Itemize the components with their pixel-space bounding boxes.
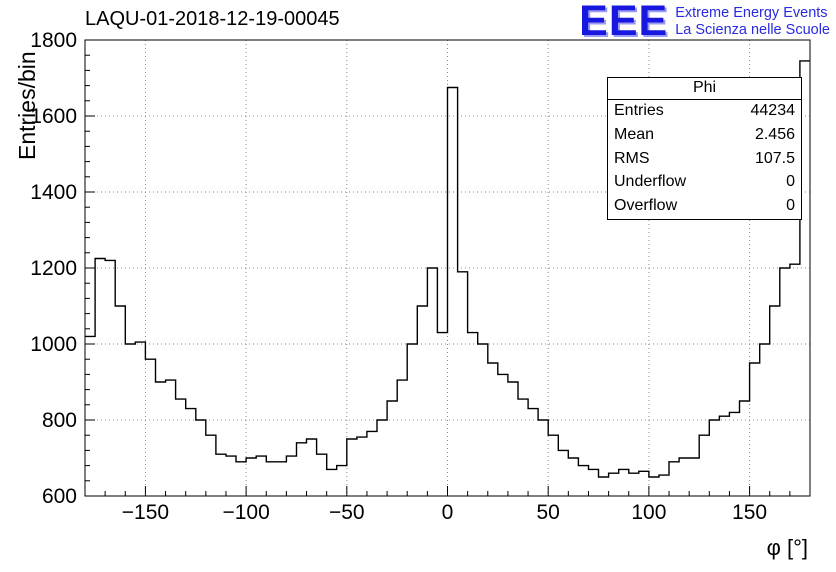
x-tick-label: −150 — [122, 501, 169, 524]
x-tick-label: 100 — [631, 501, 666, 524]
stats-row: RMS 107.5 — [608, 148, 801, 172]
stats-row-label: Overflow — [614, 197, 678, 215]
y-tick-label: 1400 — [30, 181, 77, 204]
eee-logo-text: EEE — [579, 0, 669, 45]
x-tick-label: 50 — [537, 501, 560, 524]
stats-row-label: Underflow — [614, 173, 687, 191]
y-tick-label: 1800 — [30, 29, 77, 52]
y-tick-label: 1200 — [30, 257, 77, 280]
eee-logo-caption: Extreme Energy Events La Scienza nelle S… — [675, 1, 830, 38]
eee-logo-line1: Extreme Energy Events — [675, 5, 828, 21]
y-tick-label: 600 — [42, 485, 77, 508]
eee-logo-line2: La Scienza nelle Scuole — [675, 21, 830, 38]
stats-row-label: Mean — [614, 125, 655, 143]
y-tick-label: 1000 — [30, 333, 77, 356]
plot-title: LAQU-01-2018-12-19-00045 — [85, 8, 340, 30]
stats-box: Phi Entries 44234 Mean 2.456 RMS 107.5 Underfl… — [607, 77, 802, 220]
eee-logo: EEE Extreme Energy Events La Scienza nel… — [579, 0, 830, 45]
x-tick-label: 150 — [732, 501, 767, 524]
x-axis-label: φ [°] — [766, 535, 808, 560]
stats-row: Overflow 0 — [608, 195, 801, 219]
y-axis-label: Entries/bin — [14, 51, 40, 160]
x-tick-label: −100 — [222, 501, 269, 524]
stats-row-label: RMS — [614, 149, 650, 167]
y-tick-label: 800 — [42, 409, 77, 432]
x-tick-label: −50 — [329, 501, 365, 524]
stats-row-label: Entries — [614, 102, 664, 119]
stats-row-value: 0 — [786, 197, 795, 215]
stats-row-value: 2.456 — [754, 125, 795, 143]
stats-row: Underflow 0 — [608, 171, 801, 195]
stats-row-value: 44234 — [750, 102, 796, 119]
stats-row: Entries 44234 — [608, 100, 801, 124]
stats-box-title: Phi — [608, 78, 801, 100]
y-tick-label: 1600 — [30, 105, 77, 128]
histogram-line — [85, 60, 810, 478]
stats-row-value: 0 — [786, 173, 795, 191]
stats-row-value: 107.5 — [754, 149, 795, 167]
stats-row: Mean 2.456 — [608, 124, 801, 148]
stats-box-rows: Entries 44234 Mean 2.456 RMS 107.5 Underflow 0 O… — [608, 100, 801, 219]
x-tick-label: 0 — [442, 501, 454, 524]
